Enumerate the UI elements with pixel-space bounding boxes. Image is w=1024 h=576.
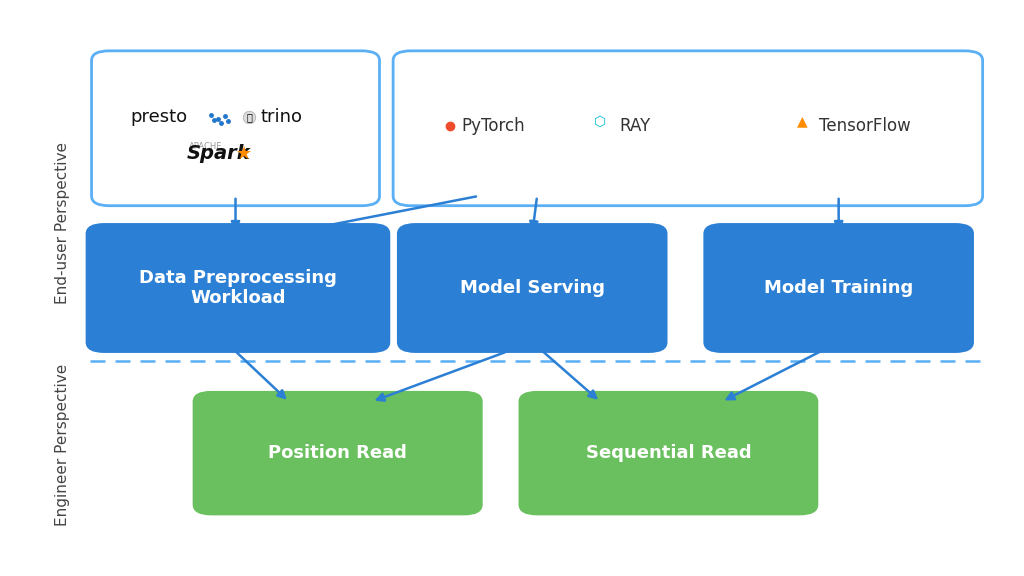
Text: Position Read: Position Read (268, 444, 408, 462)
Text: Engineer Perspective: Engineer Perspective (55, 364, 70, 526)
Text: PyTorch: PyTorch (461, 116, 525, 135)
Text: trino: trino (261, 108, 303, 127)
Text: End-user Perspective: End-user Perspective (55, 142, 70, 304)
Text: ★: ★ (236, 145, 252, 163)
Text: Model Training: Model Training (764, 279, 913, 297)
Text: 🐰: 🐰 (246, 112, 252, 123)
Text: presto: presto (130, 108, 187, 127)
FancyBboxPatch shape (194, 392, 481, 514)
FancyBboxPatch shape (519, 392, 817, 514)
FancyBboxPatch shape (705, 224, 973, 352)
FancyBboxPatch shape (393, 51, 983, 206)
Text: Spark: Spark (186, 144, 251, 163)
Text: ▲: ▲ (798, 114, 808, 128)
Text: Model Serving: Model Serving (460, 279, 605, 297)
Text: RAY: RAY (620, 116, 651, 135)
Text: Data Preprocessing
Workload: Data Preprocessing Workload (139, 268, 337, 308)
Text: APACHE: APACHE (188, 142, 222, 151)
FancyBboxPatch shape (91, 51, 380, 206)
FancyBboxPatch shape (87, 224, 389, 352)
FancyBboxPatch shape (398, 224, 667, 352)
Text: ⬡: ⬡ (594, 114, 606, 128)
Text: TensorFlow: TensorFlow (819, 116, 911, 135)
Text: Sequential Read: Sequential Read (586, 444, 752, 462)
